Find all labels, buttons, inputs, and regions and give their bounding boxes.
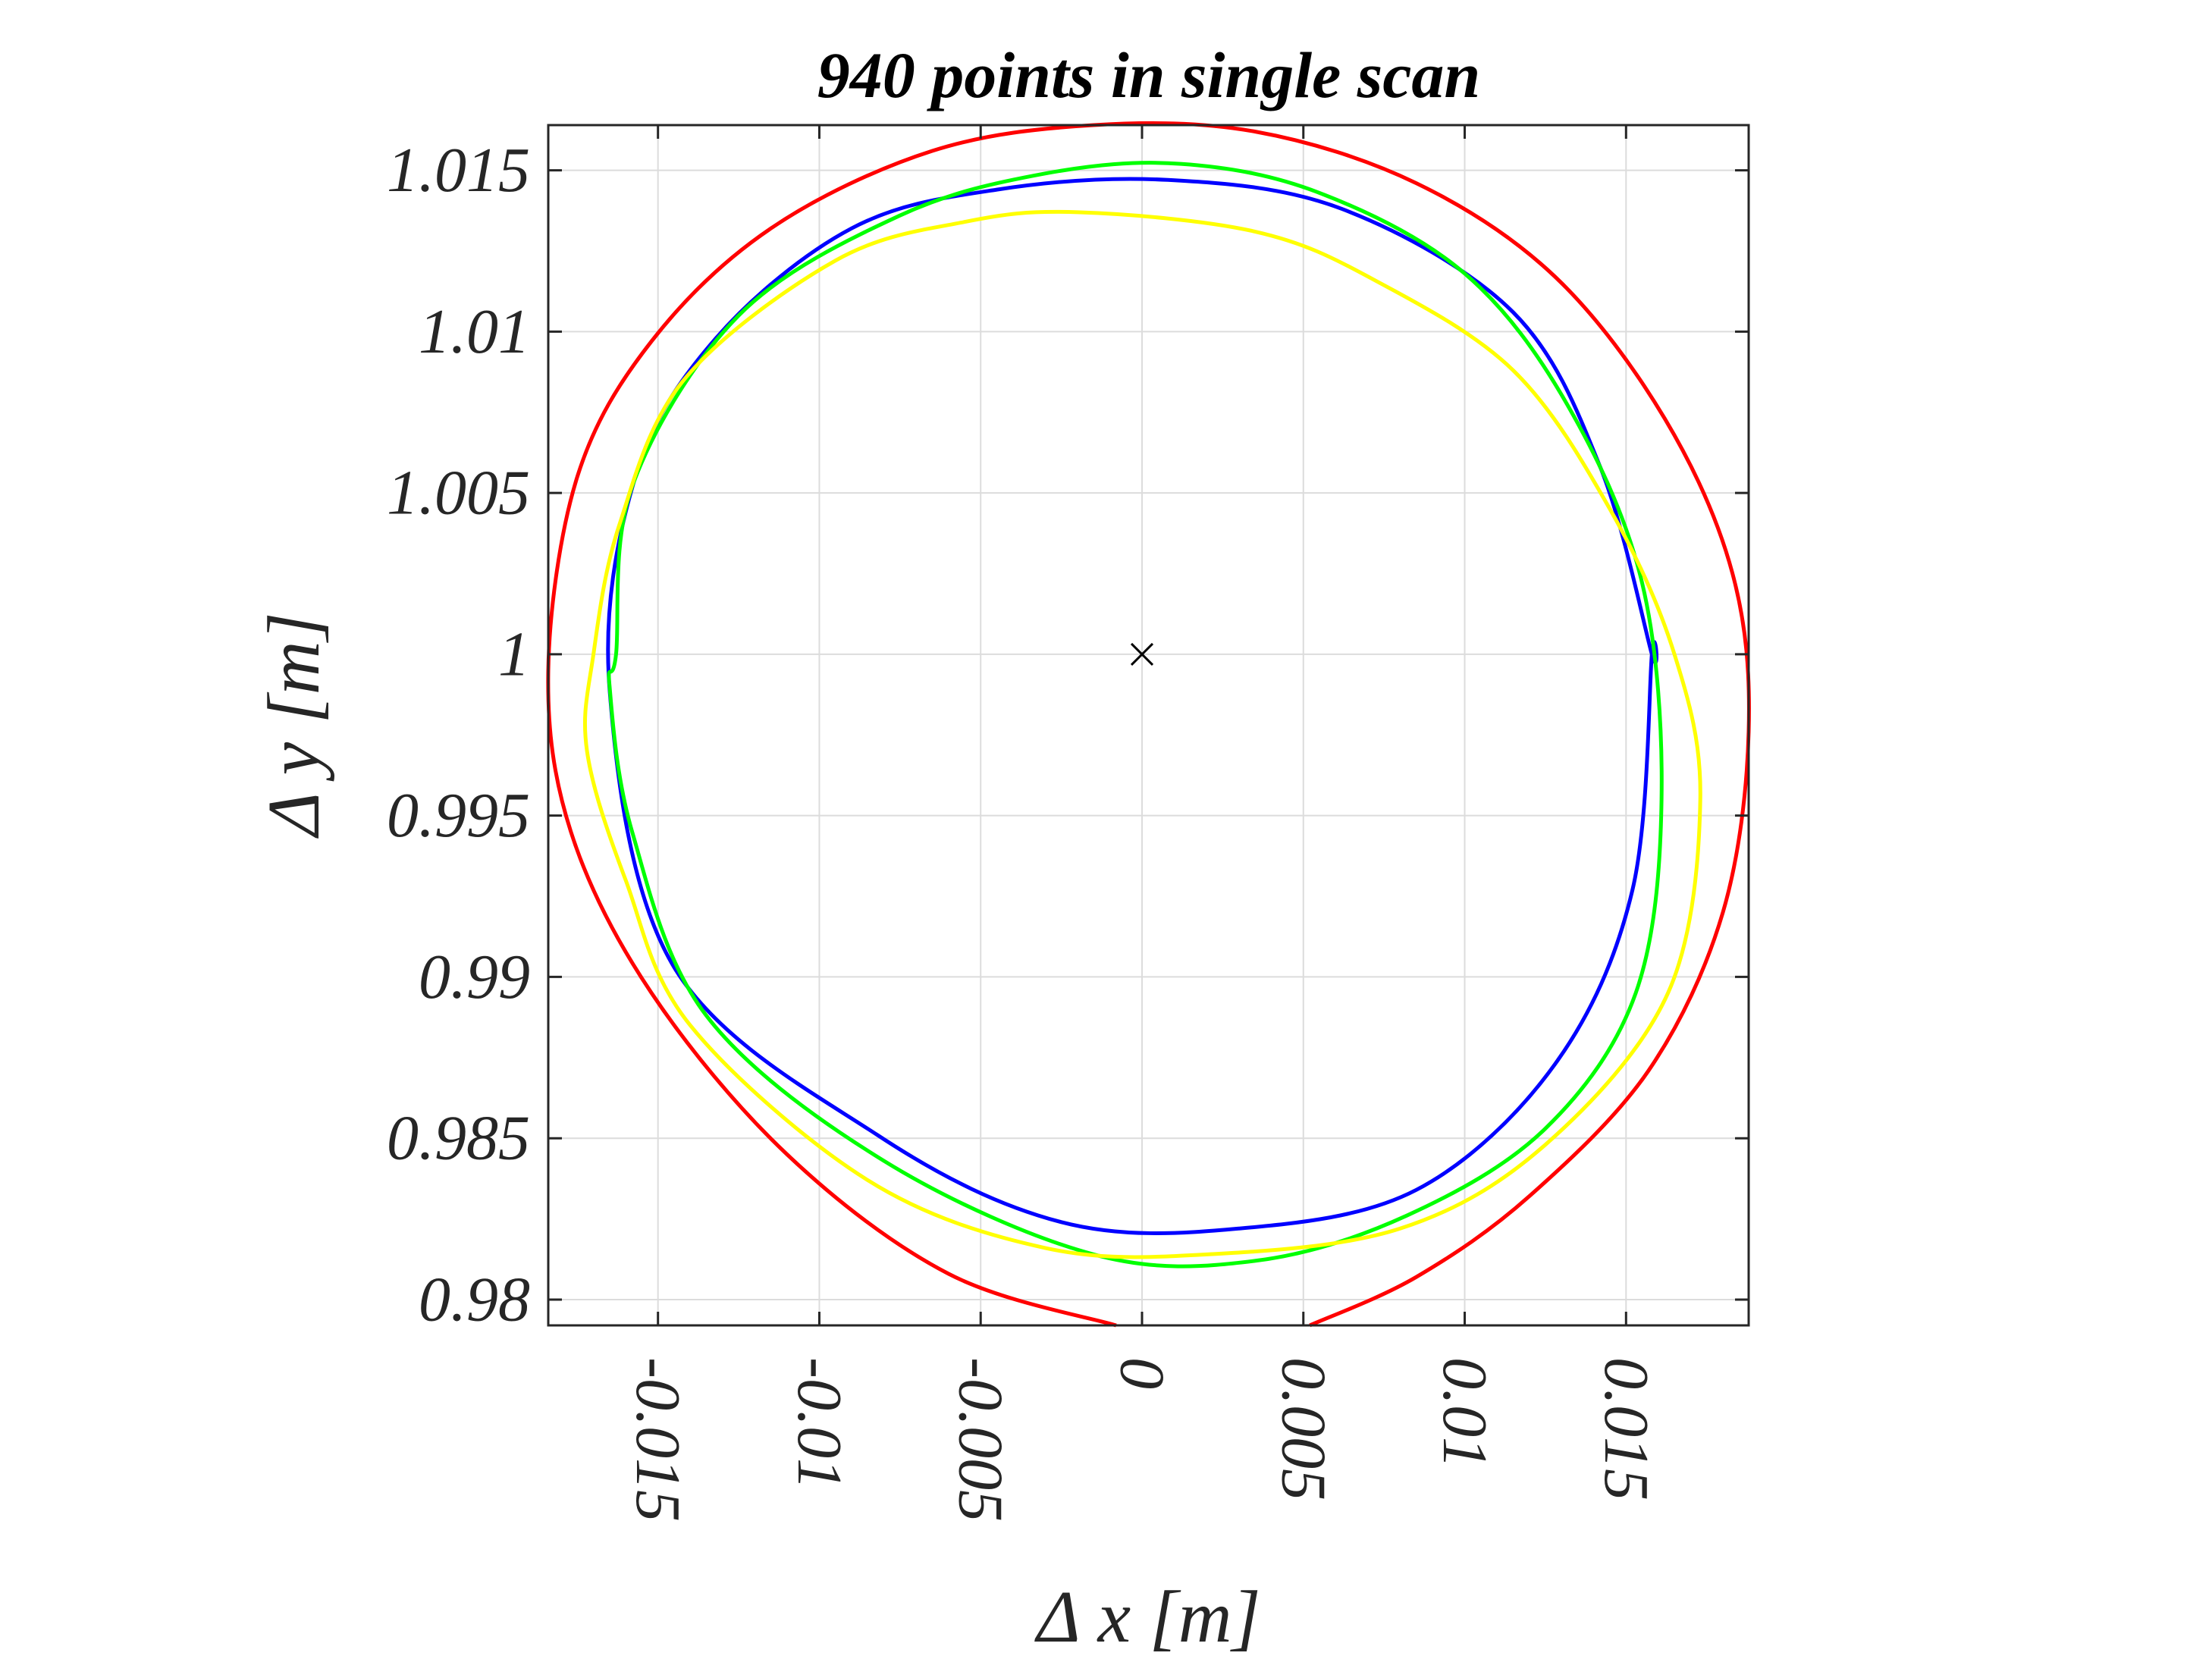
series-green (607, 161, 1664, 1269)
x-tick-label: 0.005 (1268, 1357, 1338, 1501)
plot-frame (547, 124, 1750, 1327)
y-tick-label: 0.99 (419, 942, 530, 1012)
data-series (546, 121, 1751, 1328)
x-tick-label: -0.01 (784, 1357, 855, 1490)
y-tick-label: 0.985 (387, 1103, 530, 1174)
center-marker-stroke (1130, 642, 1154, 666)
series-red (546, 121, 1751, 1328)
tick-marks (548, 125, 1749, 1325)
y-tick-label: 1.01 (419, 296, 530, 367)
plot-area (548, 125, 1749, 1325)
x-tick-label: -0.015 (623, 1357, 693, 1522)
chart-title: 940 points in single scan (817, 39, 1481, 111)
y-tick-label: 1.015 (387, 135, 530, 205)
x-axis-label: Δ x [m] (1034, 1576, 1260, 1658)
x-tick-label: -0.005 (946, 1357, 1016, 1522)
y-tick-label: 1 (498, 619, 530, 689)
x-tick-label: 0.01 (1429, 1357, 1500, 1469)
y-axis-label: Δ y [m] (253, 612, 335, 839)
series-yellow (582, 209, 1702, 1259)
y-tick-label: 0.995 (387, 780, 530, 851)
y-tick-label: 0.98 (419, 1264, 530, 1334)
x-tick-label: 0 (1106, 1357, 1177, 1389)
x-tick-labels: -0.015 -0.01 -0.005 0 0.005 0.01 0.015 (623, 1357, 1661, 1522)
y-tick-label: 1.005 (387, 458, 530, 528)
grid-lines (548, 125, 1749, 1325)
x-tick-label: 0.015 (1591, 1357, 1661, 1501)
y-tick-labels: 0.98 0.985 0.99 0.995 1 1.005 1.01 1.015 (387, 135, 530, 1334)
center-marker (1130, 642, 1154, 666)
